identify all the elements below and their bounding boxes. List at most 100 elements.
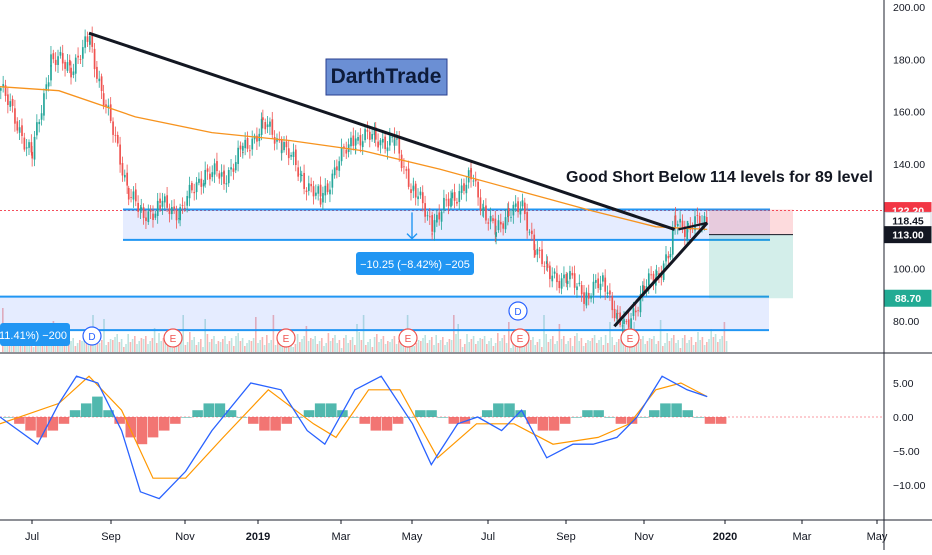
candle-body — [64, 61, 66, 69]
macd-histogram-bar — [704, 417, 716, 424]
event-marker[interactable] — [276, 328, 296, 348]
volume-bar — [189, 332, 191, 352]
volume-bar — [494, 343, 497, 352]
candle-body — [145, 217, 147, 221]
candle-body — [538, 249, 541, 251]
candle-body — [465, 184, 468, 194]
candle-body — [424, 203, 426, 217]
candle-body — [357, 137, 359, 141]
macd-histogram-bar — [637, 417, 649, 418]
volume-bar — [178, 343, 180, 352]
volume-bar — [602, 345, 605, 352]
volume-bar — [398, 341, 400, 352]
macd-histogram-bar — [14, 417, 25, 424]
volume-bar — [516, 343, 519, 352]
volume-bar — [725, 341, 728, 352]
volume-bar — [554, 344, 556, 352]
volume-bar — [184, 345, 187, 352]
volume-bar — [358, 332, 360, 352]
macd-histogram-bar — [515, 410, 526, 417]
volume-bar — [261, 337, 264, 352]
price-tick-label: 180.00 — [893, 54, 925, 66]
volume-bar — [701, 337, 704, 352]
volume-bar — [717, 342, 719, 352]
candle-body — [585, 292, 588, 297]
candle-body — [419, 191, 422, 196]
volume-bar — [596, 343, 598, 352]
volume-bar — [17, 342, 19, 352]
candle-body — [533, 234, 536, 251]
candle-body — [61, 53, 64, 64]
volume-bar — [585, 343, 587, 352]
volume-bar — [200, 339, 202, 352]
volume-bar — [354, 345, 356, 352]
volume-bar — [686, 343, 688, 352]
event-marker[interactable] — [398, 328, 418, 348]
event-marker[interactable] — [620, 328, 640, 348]
candle-body — [50, 54, 52, 67]
candle-body — [583, 292, 585, 304]
volume-bar — [567, 341, 569, 352]
candle-body — [384, 136, 387, 149]
candle-body — [366, 129, 369, 132]
candle-body — [264, 122, 267, 130]
volume-bar — [305, 326, 308, 352]
candle-body — [204, 169, 207, 185]
candle-body — [251, 138, 254, 150]
measure-label-text-2: 11.41%) −200 — [0, 330, 67, 342]
volume-bar — [101, 340, 103, 352]
candle-body — [140, 207, 143, 210]
volume-bar — [600, 337, 602, 352]
volume-bar — [259, 340, 261, 352]
volume-bar — [565, 344, 567, 352]
event-marker[interactable] — [508, 301, 528, 321]
candle-body — [694, 216, 696, 231]
candle-body — [230, 167, 232, 170]
volume-bar — [191, 340, 193, 352]
candle-body — [114, 134, 117, 136]
volume-bar — [538, 339, 541, 352]
candle-body — [470, 168, 472, 180]
candle-body — [566, 280, 569, 284]
volume-bar — [136, 344, 138, 352]
candle-body — [276, 138, 278, 142]
volume-bar — [714, 334, 717, 352]
candle-body — [163, 196, 166, 203]
candle-body — [597, 278, 600, 289]
candle-body — [81, 47, 84, 59]
measure-label-box — [356, 252, 474, 275]
candle-body — [260, 118, 263, 135]
candle-body — [119, 144, 121, 165]
volume-bar — [593, 335, 596, 352]
candle-body — [70, 67, 72, 78]
volume-bar — [470, 339, 473, 352]
volume-bar — [483, 336, 486, 352]
candle-body — [456, 201, 458, 204]
volume-bar — [79, 340, 81, 352]
volume-bar — [270, 340, 272, 352]
candle-body — [105, 104, 107, 107]
event-marker[interactable] — [82, 326, 102, 346]
candle-body — [531, 230, 533, 235]
volume-bar — [343, 338, 345, 352]
candle-body — [451, 192, 454, 199]
candle-body — [68, 59, 71, 66]
event-marker[interactable] — [510, 328, 530, 348]
volume-bar — [351, 337, 354, 352]
candle-body — [447, 198, 450, 207]
candle-body — [168, 208, 171, 215]
candle-body — [391, 136, 394, 138]
volume-bar — [699, 340, 701, 352]
price-tick-label: 140.00 — [893, 159, 925, 171]
candle-body — [280, 150, 283, 154]
event-marker[interactable] — [163, 328, 183, 348]
macd-histogram-bar — [370, 417, 382, 431]
volume-bar — [536, 342, 539, 352]
candle-body — [438, 212, 441, 220]
volume-bar — [695, 342, 697, 352]
candle-body — [536, 248, 539, 255]
candle-body — [655, 270, 658, 276]
candle-body — [161, 200, 164, 207]
